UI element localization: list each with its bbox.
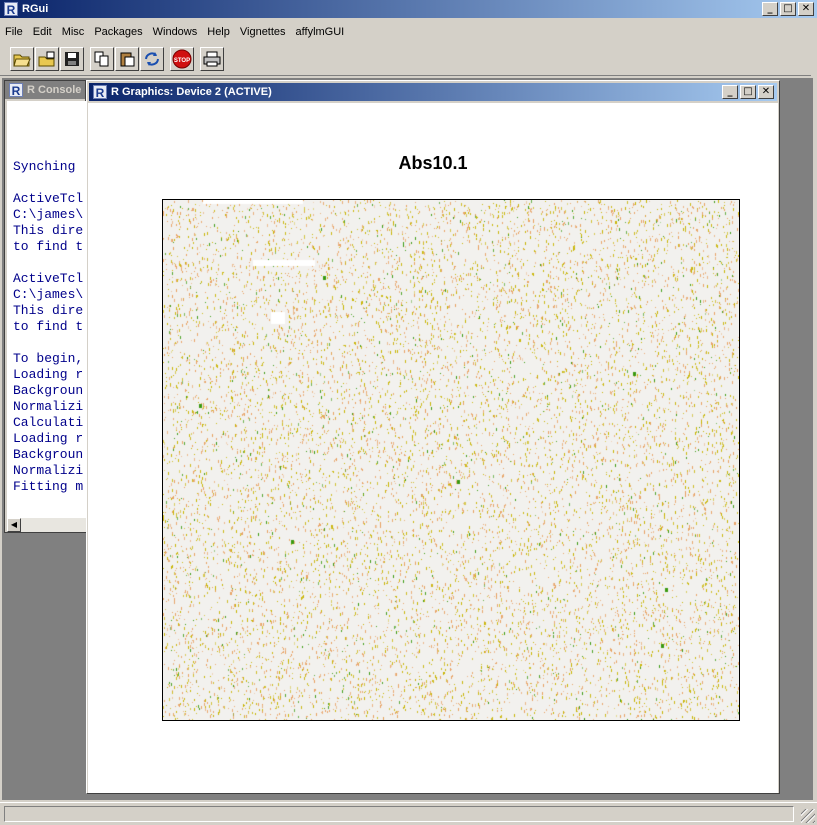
r-logo-icon: R [9,83,23,98]
menu-bar: File Edit Misc Packages Windows Help Vig… [0,22,817,42]
graphics-close-button[interactable]: ✕ [758,85,774,99]
menu-file[interactable]: File [5,26,23,38]
maximize-button[interactable]: □ [780,2,796,16]
console-line: Loading r [13,431,84,446]
plot-title: Abs10.1 [398,153,468,173]
console-line: This dire [13,303,84,318]
console-line: to find t [13,319,84,334]
graphics-minimize-button[interactable]: _ [722,85,738,99]
console-line: C:\james\ [13,287,84,302]
console-line: Fitting m [13,479,84,494]
app-titlebar: R RGui _ □ ✕ [0,0,817,18]
copy-button[interactable] [90,47,114,71]
open-folder-icon [13,54,31,67]
graphics-device-window[interactable]: R R Graphics: Device 2 (ACTIVE) _ □ ✕ Ab… [86,80,780,794]
toolbar: STOP [0,43,811,76]
status-bar [0,802,817,825]
print-icon [203,51,221,67]
console-output[interactable]: Synching ActiveTcl C:\james\ This dire to fi… [7,101,87,519]
load-workspace-button[interactable] [35,47,59,71]
console-line: to find t [13,239,84,254]
console-line: C:\james\ [13,207,84,222]
console-line: ActiveTcl [13,191,84,206]
load-workspace-icon [38,51,55,67]
console-line: Backgroun [13,447,84,462]
console-titlebar[interactable]: R R Console [5,81,85,99]
graphics-maximize-button[interactable]: □ [740,85,756,99]
status-panel [4,806,794,822]
console-title: R Console [27,84,82,96]
refresh-icon [145,52,159,66]
menu-help[interactable]: Help [207,26,230,38]
close-button[interactable]: ✕ [798,2,814,16]
minimize-button[interactable]: _ [762,2,778,16]
array-image-plot [162,199,740,721]
console-line: Normalizi [13,463,84,478]
menu-edit[interactable]: Edit [32,26,52,38]
console-line: This dire [13,223,84,238]
console-line: Synching [13,159,76,174]
print-button[interactable] [200,47,224,71]
paste-icon [120,52,135,67]
graphics-canvas: Abs10.1 [88,103,778,793]
console-line: Loading r [13,367,84,382]
open-script-button[interactable] [10,47,34,71]
copy-icon [94,51,109,67]
r-console-window[interactable]: R R Console Synching ActiveTcl C:\james\ Th… [4,80,87,533]
copy-paste-button[interactable] [140,47,164,71]
console-line: ActiveTcl [13,271,84,286]
menu-packages[interactable]: Packages [94,26,143,38]
menu-windows[interactable]: Windows [152,26,198,38]
console-line: Calculati [13,415,84,430]
menu-affylmgui[interactable]: affylmGUI [295,26,345,38]
console-hscrollbar[interactable]: ◀ [7,518,87,532]
graphics-titlebar[interactable]: R R Graphics: Device 2 (ACTIVE) _ □ ✕ [89,83,777,101]
console-line: To begin, [13,351,84,366]
console-line: Backgroun [13,383,84,398]
paste-button[interactable] [115,47,139,71]
r-logo-icon: R [4,2,18,17]
console-line: Normalizi [13,399,84,414]
stop-button[interactable]: STOP [170,47,194,71]
menu-misc[interactable]: Misc [61,26,85,38]
resize-grip-icon[interactable] [801,809,815,823]
scroll-left-icon[interactable]: ◀ [7,518,21,532]
save-icon [65,52,79,66]
r-logo-icon: R [93,85,107,100]
menu-vignettes[interactable]: Vignettes [239,26,286,38]
microarray-image [163,200,739,720]
app-title: RGui [22,3,49,15]
stop-icon-label: STOP [174,58,190,64]
save-workspace-button[interactable] [60,47,84,71]
graphics-title: R Graphics: Device 2 (ACTIVE) [111,86,272,98]
stop-icon: STOP [172,49,192,69]
